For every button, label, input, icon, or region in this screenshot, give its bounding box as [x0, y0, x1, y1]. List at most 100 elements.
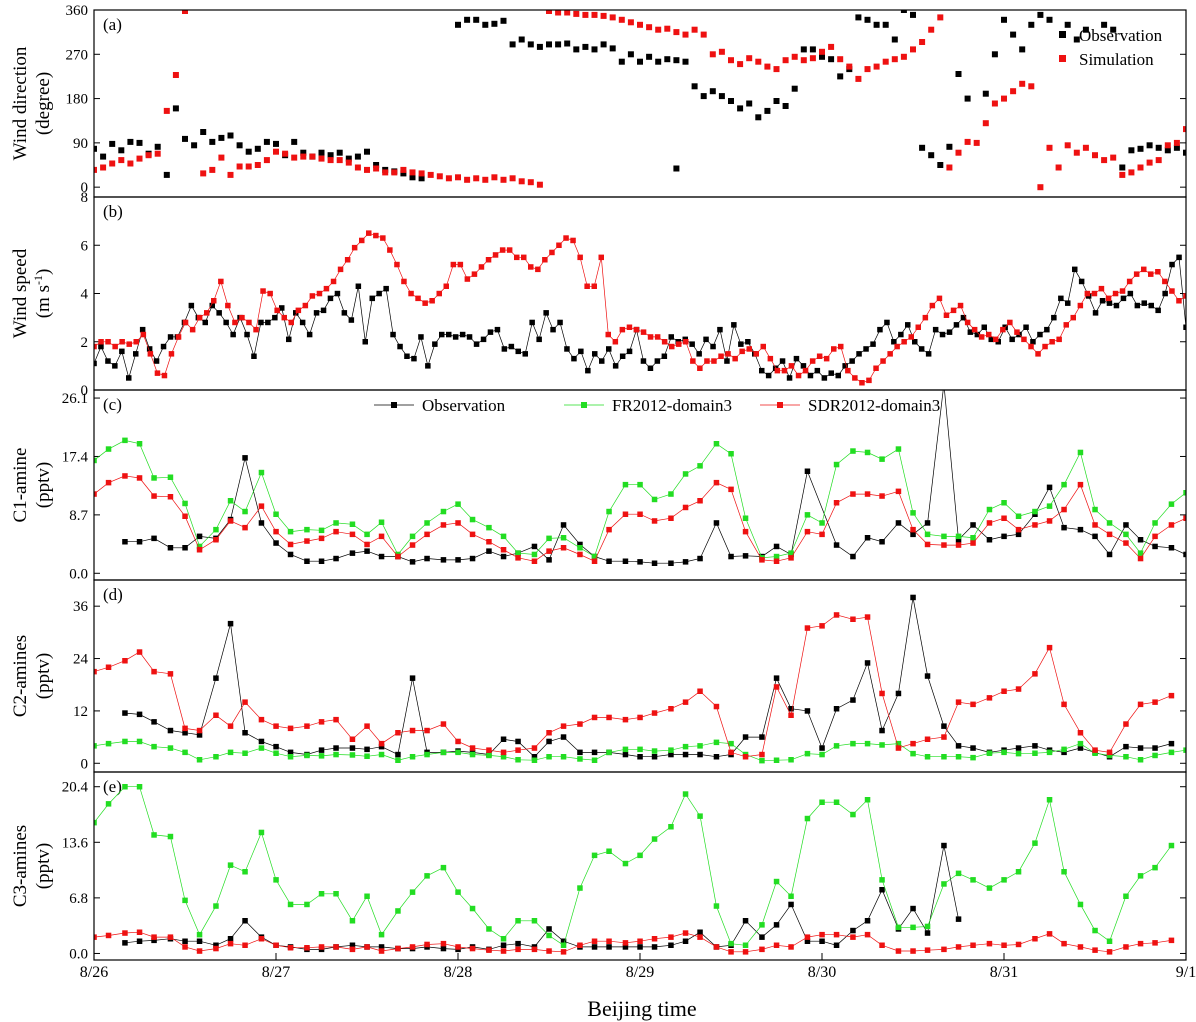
data-point-sdr2012-domain3 [151, 493, 157, 499]
data-point-sdr2012-domain3 [941, 542, 947, 548]
data-point-fr2012-domain3 [955, 533, 962, 540]
data-point-sdr2012-domain3 [864, 614, 871, 620]
data-point-sdr2012-domain3 [440, 940, 447, 947]
data-point-fr2012-domain3 [1106, 938, 1113, 944]
data-point-sdr2012-domain3 [668, 934, 674, 940]
data-point-fr2012-domain3 [577, 545, 583, 551]
data-point-observation [622, 558, 629, 564]
data-point-fr2012-domain3 [697, 463, 703, 469]
data-point-observation [697, 929, 703, 935]
data-point-simulation [661, 339, 668, 345]
data-point-observation [119, 348, 125, 355]
data-point-observation [560, 938, 567, 944]
data-point-simulation [1049, 339, 1055, 345]
data-point-simulation [728, 57, 734, 64]
data-point-fr2012-domain3 [651, 836, 658, 842]
data-point-sdr2012-domain3 [1046, 518, 1053, 524]
data-point-simulation [492, 252, 499, 258]
data-point-observation [133, 351, 139, 357]
data-point-observation [1137, 537, 1144, 543]
data-point-sdr2012-domain3 [94, 668, 97, 675]
data-point-observation [105, 358, 111, 364]
y-tick-label: 180 [66, 92, 89, 108]
data-point-sdr2012-domain3 [515, 946, 521, 953]
data-point-fr2012-domain3 [637, 481, 643, 488]
data-point-observation [773, 922, 780, 928]
legend-marker [1059, 55, 1066, 62]
data-point-sdr2012-domain3 [1106, 531, 1113, 538]
data-point-fr2012-domain3 [318, 891, 325, 897]
data-point-observation [646, 53, 653, 60]
data-point-observation [828, 56, 835, 63]
data-point-simulation [473, 175, 480, 182]
data-point-simulation [928, 26, 935, 33]
data-point-observation [842, 363, 848, 369]
data-point-fr2012-domain3 [318, 753, 325, 759]
data-point-observation [1192, 142, 1196, 148]
data-point-simulation [556, 242, 562, 248]
data-point-observation [515, 940, 521, 947]
data-point-observation [946, 143, 953, 150]
data-point-fr2012-domain3 [773, 878, 780, 885]
data-point-observation [742, 734, 749, 740]
data-point-sdr2012-domain3 [622, 940, 629, 946]
data-point-observation [459, 331, 466, 338]
data-point-observation [939, 331, 946, 338]
data-point-fr2012-domain3 [531, 551, 538, 558]
data-point-simulation [211, 298, 217, 304]
data-point-observation [333, 555, 339, 562]
data-point-observation [895, 690, 902, 697]
data-point-observation [661, 353, 668, 359]
data-point-fr2012-domain3 [424, 751, 430, 758]
data-point-observation [515, 348, 521, 355]
x-tick-label: 9/1 [1176, 964, 1196, 981]
data-point-sdr2012-domain3 [136, 475, 143, 481]
data-point-observation [349, 550, 356, 556]
data-point-simulation [640, 329, 647, 335]
data-point-observation [341, 310, 348, 316]
data-point-observation [1065, 300, 1071, 306]
data-point-observation [258, 520, 265, 526]
data-point-observation [136, 539, 143, 545]
data-point-fr2012-domain3 [304, 526, 310, 533]
data-point-fr2012-domain3 [560, 535, 567, 541]
data-point-observation [728, 98, 734, 104]
data-point-simulation [336, 157, 343, 164]
data-point-sdr2012-domain3 [1183, 515, 1186, 521]
data-point-simulation [436, 173, 443, 180]
data-point-sdr2012-domain3 [469, 745, 476, 751]
data-point-fr2012-domain3 [105, 446, 112, 452]
legend-marker [391, 402, 397, 408]
data-point-fr2012-domain3 [697, 813, 703, 819]
data-point-simulation [225, 302, 231, 309]
data-point-observation [464, 16, 471, 23]
data-point-simulation [546, 10, 552, 14]
data-point-fr2012-domain3 [378, 931, 385, 938]
panel-frame [93, 9, 1187, 198]
y-tick-label: 0.0 [69, 566, 88, 582]
data-point-simulation [1014, 329, 1020, 335]
data-point-sdr2012-domain3 [728, 949, 734, 955]
data-point-simulation [609, 14, 616, 21]
data-point-simulation [737, 61, 744, 68]
data-point-simulation [127, 160, 134, 167]
data-point-observation [122, 539, 128, 545]
data-point-sdr2012-domain3 [622, 511, 629, 517]
unit-part: (m s [33, 285, 54, 318]
data-point-observation [1092, 310, 1099, 316]
data-point-fr2012-domain3 [713, 441, 720, 447]
data-point-sdr2012-domain3 [833, 612, 840, 618]
data-point-sdr2012-domain3 [651, 710, 658, 716]
data-point-sdr2012-domain3 [560, 545, 567, 551]
legend-label: SDR2012-domain3 [808, 396, 940, 415]
data-point-observation [109, 140, 116, 147]
data-point-sdr2012-domain3 [879, 493, 885, 499]
data-point-observation [418, 175, 425, 182]
data-point-sdr2012-domain3 [986, 940, 993, 947]
data-point-observation [800, 363, 807, 369]
data-point-sdr2012-domain3 [105, 664, 112, 670]
data-point-simulation [855, 75, 862, 82]
data-point-observation [345, 155, 352, 162]
data-point-sdr2012-domain3 [546, 548, 552, 554]
data-point-fr2012-domain3 [349, 521, 356, 527]
